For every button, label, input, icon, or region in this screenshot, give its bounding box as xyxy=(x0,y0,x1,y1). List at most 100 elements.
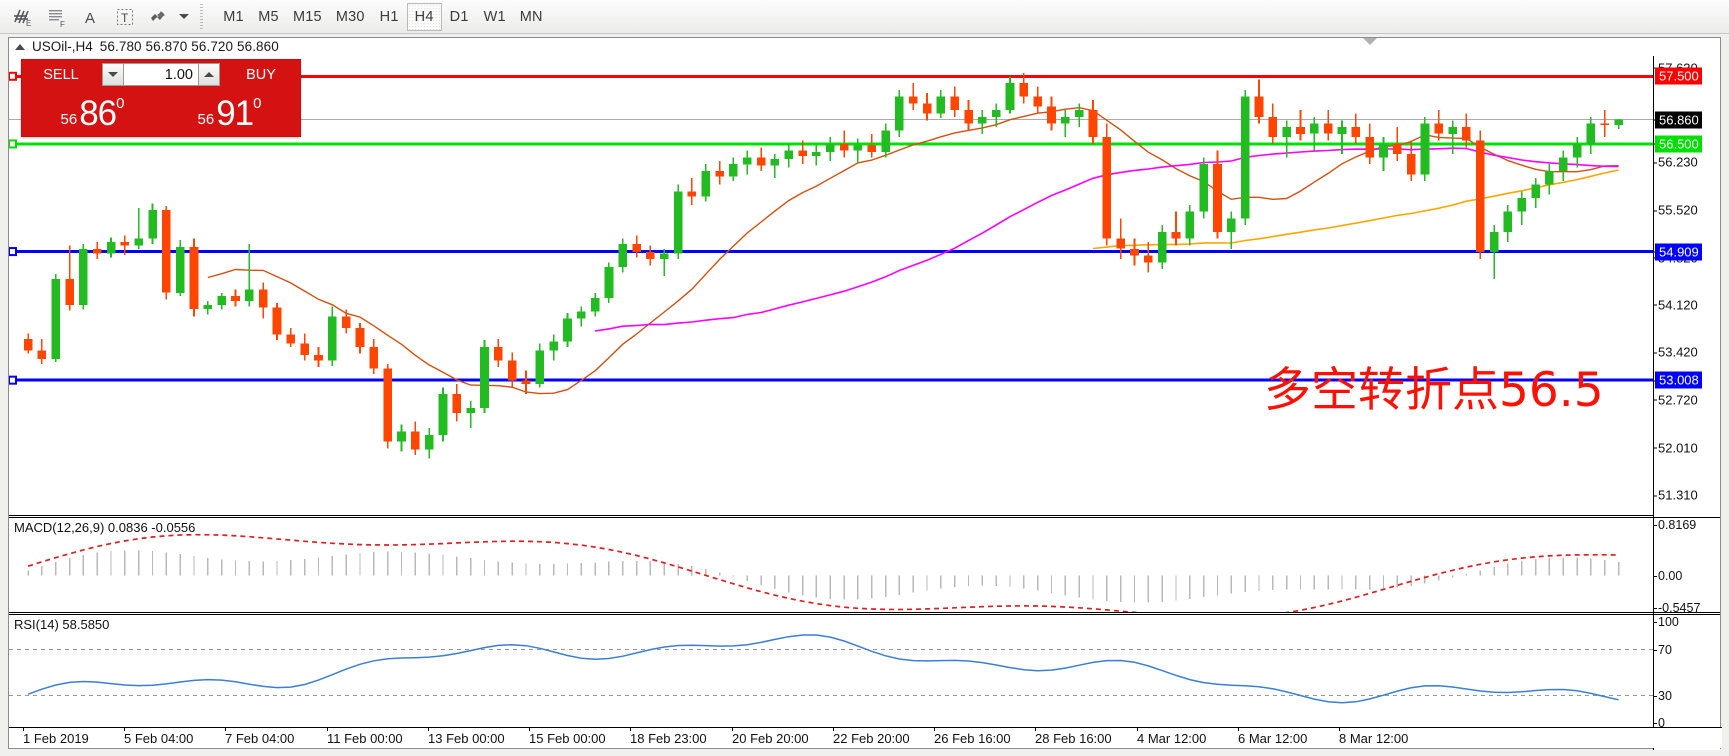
timeframe-group: M1 M5 M15 M30 H1 H4 D1 W1 MN xyxy=(216,2,550,31)
sell-price-main: 86 xyxy=(79,94,117,133)
timeframe-d1[interactable]: D1 xyxy=(449,8,469,25)
objects-dropdown-icon[interactable] xyxy=(176,2,192,32)
time-tick: 26 Feb 16:00 xyxy=(934,731,1011,746)
buy-price-main: 91 xyxy=(216,94,254,133)
objects-icon[interactable] xyxy=(142,2,176,32)
macd-chart-svg xyxy=(27,533,1620,612)
macd-label: MACD(12,26,9) 0.0836 -0.0556 xyxy=(14,520,196,535)
sell-price-display[interactable]: 56 86 0 xyxy=(25,87,160,132)
time-tick: 18 Feb 23:00 xyxy=(630,731,707,746)
svg-text:E: E xyxy=(26,19,31,28)
price-tick: 53.420 xyxy=(1653,344,1698,360)
one-click-trading-panel: SELL 1.00 BUY 56 86 0 56 91 0 xyxy=(21,59,301,137)
price-level-label: 53.008 xyxy=(1655,371,1702,389)
time-tick: 22 Feb 20:00 xyxy=(833,731,910,746)
time-tick-mark xyxy=(1137,728,1138,731)
macd-tick: 0.8169 xyxy=(1652,518,1697,532)
time-tick-mark xyxy=(23,728,24,731)
window-scroll-indicator-icon xyxy=(1363,38,1377,45)
chart-window: USOil-,H4 56.780 56.870 56.720 56.860 MA… xyxy=(8,37,1722,750)
rsi-tick: 0 xyxy=(1653,716,1665,730)
ohlc-values: 56.780 56.870 56.720 56.860 xyxy=(99,39,279,54)
symbol-bar: USOil-,H4 56.780 56.870 56.720 56.860 xyxy=(9,38,1720,56)
text-label-icon[interactable]: A xyxy=(74,2,108,32)
volume-increment-button[interactable] xyxy=(198,63,220,86)
buy-price-point: 0 xyxy=(253,95,262,112)
price-level-label: 54.909 xyxy=(1655,243,1702,261)
timeframe-m30[interactable]: M30 xyxy=(335,8,365,25)
rsi-tick: 30 xyxy=(1653,688,1672,703)
timeframe-m1[interactable]: M1 xyxy=(223,8,244,25)
rsi-tick: 100 xyxy=(1653,615,1679,629)
price-level-label: 56.500 xyxy=(1655,135,1702,153)
quotes-row: 56 86 0 56 91 0 xyxy=(22,87,300,135)
macd-pane[interactable]: MACD(12,26,9) 0.0836 -0.0556 xyxy=(9,517,1655,613)
main-toolbar: E F A T xyxy=(0,0,1729,34)
buy-price-display[interactable]: 56 91 0 xyxy=(162,87,297,132)
price-level-label: 56.860 xyxy=(1655,111,1702,129)
macd-tick: -0.5457 xyxy=(1652,601,1701,615)
timeframe-m15[interactable]: M15 xyxy=(293,8,322,25)
time-tick-mark xyxy=(327,728,328,731)
volume-decrement-button[interactable] xyxy=(102,63,124,86)
time-tick-mark xyxy=(732,728,733,731)
svg-text:A: A xyxy=(85,10,95,27)
macd-tick: 0.00 xyxy=(1652,568,1683,583)
toolbar-separator xyxy=(197,3,207,30)
time-tick: 4 Mar 12:00 xyxy=(1137,731,1207,746)
symbol-label: USOil-,H4 xyxy=(32,39,93,54)
timeframe-w1[interactable]: W1 xyxy=(483,8,506,25)
time-tick-mark xyxy=(529,728,530,731)
price-tick: 54.120 xyxy=(1653,297,1698,313)
rsi-scale: 100 70 30 0 xyxy=(1653,614,1720,730)
volume-stepper[interactable]: 1.00 xyxy=(102,63,220,86)
time-tick: 15 Feb 00:00 xyxy=(529,731,606,746)
buy-price-prefix: 56 xyxy=(197,111,215,128)
time-tick: 20 Feb 20:00 xyxy=(732,731,809,746)
rsi-chart-svg xyxy=(9,634,1655,704)
timeframe-m5[interactable]: M5 xyxy=(258,8,279,25)
time-tick: 1 Feb 2019 xyxy=(23,731,89,746)
rsi-label: RSI(14) 58.5850 xyxy=(14,617,110,632)
time-tick-mark xyxy=(124,728,125,731)
time-tick: 6 Mar 12:00 xyxy=(1238,731,1308,746)
indicators-icon[interactable]: E xyxy=(6,2,40,32)
volume-input[interactable]: 1.00 xyxy=(124,63,198,86)
grid-icon[interactable]: F xyxy=(40,2,74,32)
price-chart-svg xyxy=(9,71,1655,459)
rsi-pane[interactable]: RSI(14) 58.5850 xyxy=(9,614,1655,729)
time-tick: 7 Feb 04:00 xyxy=(225,731,295,746)
time-tick-mark xyxy=(225,728,226,731)
time-tick-mark xyxy=(1339,728,1340,731)
timeframe-h4[interactable]: H4 xyxy=(406,2,442,31)
time-tick: 28 Feb 16:00 xyxy=(1035,731,1112,746)
time-tick: 11 Feb 00:00 xyxy=(327,731,403,746)
price-tick: 51.310 xyxy=(1653,487,1698,503)
timeframe-mn[interactable]: MN xyxy=(519,8,543,25)
time-tick: 13 Feb 00:00 xyxy=(428,731,505,746)
time-scale[interactable]: 1 Feb 2019 5 Feb 04:00 7 Feb 04:00 11 Feb 0… xyxy=(9,727,1722,748)
buy-button[interactable]: BUY xyxy=(246,66,276,83)
sell-button[interactable]: SELL xyxy=(43,66,79,83)
time-tick-mark xyxy=(934,728,935,731)
trade-controls-row: SELL 1.00 BUY xyxy=(22,60,300,87)
time-tick: 8 Mar 12:00 xyxy=(1339,731,1409,746)
price-tick: 52.720 xyxy=(1653,392,1698,408)
chart-annotation-text[interactable]: 多空转折点56.5 xyxy=(1264,363,1604,418)
time-tick: 5 Feb 04:00 xyxy=(124,731,194,746)
time-tick-mark xyxy=(630,728,631,731)
macd-scale: 0.8169 0.00 -0.5457 xyxy=(1652,517,1720,615)
time-tick-mark xyxy=(1035,728,1036,731)
text-box-icon[interactable]: T xyxy=(108,2,142,32)
time-tick-mark xyxy=(833,728,834,731)
price-tick: 55.520 xyxy=(1653,202,1698,218)
sell-price-prefix: 56 xyxy=(60,111,78,128)
sell-price-point: 0 xyxy=(116,95,125,112)
timeframe-h1[interactable]: H1 xyxy=(379,8,399,25)
time-tick-mark xyxy=(1238,728,1239,731)
svg-text:F: F xyxy=(60,20,65,29)
price-tick: 52.010 xyxy=(1653,440,1698,456)
collapse-icon[interactable] xyxy=(15,43,25,50)
rsi-tick: 70 xyxy=(1653,642,1672,657)
